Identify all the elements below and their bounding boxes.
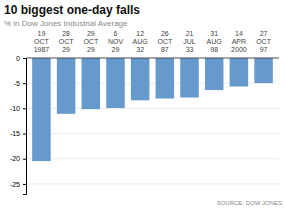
y-tick: -5	[14, 80, 26, 87]
category-label: OCT	[34, 38, 50, 45]
category-label: OCT	[83, 38, 99, 45]
y-tick: 0	[16, 55, 26, 62]
category-label: 1987	[34, 46, 50, 53]
category-label: OCT	[59, 38, 75, 45]
category-label: 98	[210, 46, 218, 53]
title: 10 biggest one-day falls	[4, 3, 140, 17]
category-label: AUG	[133, 38, 148, 45]
bar	[205, 58, 224, 90]
bar	[230, 58, 249, 87]
bar	[32, 58, 51, 161]
bar	[57, 58, 76, 114]
y-tick: -15	[10, 130, 26, 137]
y-tick-label: -15	[10, 130, 20, 137]
category-label: 33	[186, 46, 194, 53]
category-label: 14	[235, 30, 243, 37]
category-label: 2000	[231, 46, 247, 53]
baseline	[26, 58, 279, 59]
category-label: 28	[62, 30, 70, 37]
subtitle: % in Dow Jones Industrial Average	[4, 19, 128, 28]
grid-line	[26, 58, 279, 59]
y-tick: -10	[10, 105, 26, 112]
category-label: 21	[186, 30, 194, 37]
grid-line	[26, 158, 279, 159]
category-label: APR	[232, 38, 246, 45]
grid-line	[26, 133, 279, 134]
category-label: 31	[210, 30, 218, 37]
bars	[32, 58, 273, 161]
bar	[180, 58, 199, 97]
y-tick-label: -5	[14, 80, 20, 87]
bar	[254, 58, 273, 83]
y-tick: -25	[10, 181, 26, 188]
y-tick-label: -25	[10, 181, 20, 188]
category-label: 87	[161, 46, 169, 53]
y-tick-mark	[23, 58, 26, 59]
grid	[26, 58, 279, 184]
y-tick: -20	[10, 155, 26, 162]
bar	[131, 58, 150, 100]
category-label: 29	[112, 46, 120, 53]
category-label: 26	[161, 30, 169, 37]
grid-line	[26, 183, 279, 184]
y-tick-mark	[23, 83, 26, 84]
category-label: JUL	[183, 38, 196, 45]
y-tick-label: -20	[10, 155, 20, 162]
y-tick-mark	[23, 159, 26, 160]
category-label: AUG	[207, 38, 222, 45]
source: SOURCE: DOW JONES	[217, 200, 282, 206]
category-label: NOV	[108, 38, 124, 45]
chart: 10 biggest one-day falls % in Dow Jones I…	[0, 0, 285, 208]
category-labels: 19OCT198728OCT2929OCT296NOV2912AUG3226OC…	[34, 30, 272, 53]
category-label: 97	[260, 46, 268, 53]
category-label: 29	[62, 46, 70, 53]
y-axis: 0 -5 -10 -15 -20 -25	[10, 55, 27, 195]
y-tick-label: 0	[16, 55, 20, 62]
y-axis-line	[23, 59, 27, 195]
category-label: 19	[38, 30, 46, 37]
category-label: 29	[87, 46, 95, 53]
plot: 0 -5 -10 -15 -20 -25	[10, 55, 279, 195]
bar	[82, 58, 101, 109]
category-label: 32	[136, 46, 144, 53]
category-label: 12	[136, 30, 144, 37]
y-tick-mark	[23, 108, 26, 109]
category-label: OCT	[157, 38, 173, 45]
bar	[156, 58, 175, 98]
bar	[106, 58, 125, 108]
category-label: 27	[260, 30, 268, 37]
category-label: 29	[87, 30, 95, 37]
category-label: 6	[114, 30, 118, 37]
y-tick-mark	[23, 134, 26, 135]
y-tick-mark	[23, 184, 26, 185]
category-label: OCT	[256, 38, 272, 45]
y-tick-label: -10	[10, 105, 20, 112]
